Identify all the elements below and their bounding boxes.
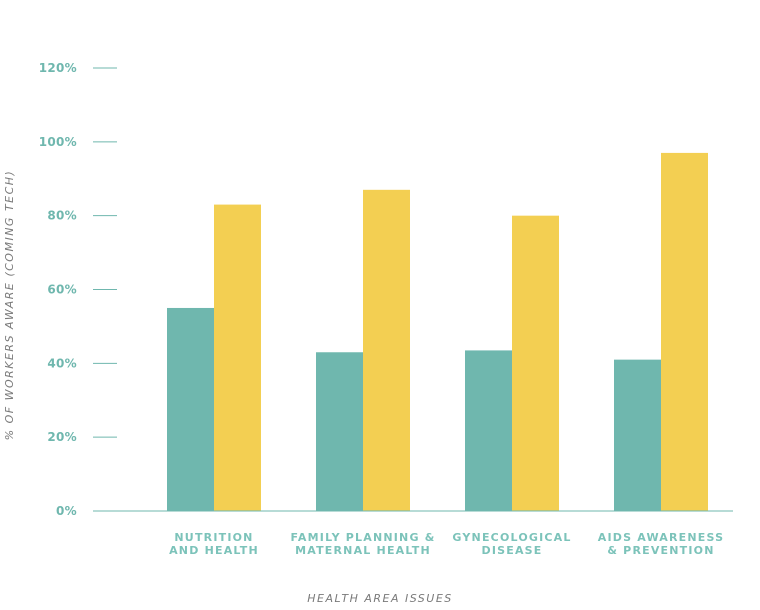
x-tick-label: FAMILY PLANNING & (290, 531, 435, 544)
y-axis-label: % OF WORKERS AWARE (COMING TECH) (3, 170, 16, 441)
bar (661, 152, 708, 512)
bar (214, 204, 261, 511)
x-tick-label: NUTRITION (174, 531, 253, 544)
bar (316, 352, 363, 511)
y-tick-label: 100% (39, 135, 77, 149)
y-tick-label: 80% (47, 209, 77, 223)
x-axis-label: HEALTH AREA ISSUES (307, 592, 453, 605)
x-tick-label: DISEASE (481, 544, 542, 557)
x-tick-label: GYNECOLOGICAL (452, 531, 571, 544)
bar (512, 215, 559, 511)
y-tick-label: 40% (47, 356, 77, 370)
bar (614, 359, 661, 511)
x-tick-label: AND HEALTH (169, 544, 259, 557)
y-tick-label: 0% (56, 504, 77, 518)
x-tick-label: AIDS AWARENESS (598, 531, 725, 544)
y-tick-label: 120% (39, 61, 77, 75)
x-tick-label: & PREVENTION (607, 544, 714, 557)
bar (465, 350, 512, 511)
x-tick-label: MATERNAL HEALTH (295, 544, 431, 557)
y-tick-label: 20% (47, 430, 77, 444)
bar (363, 189, 410, 511)
y-tick-label: 60% (47, 283, 77, 297)
bar (167, 307, 214, 511)
